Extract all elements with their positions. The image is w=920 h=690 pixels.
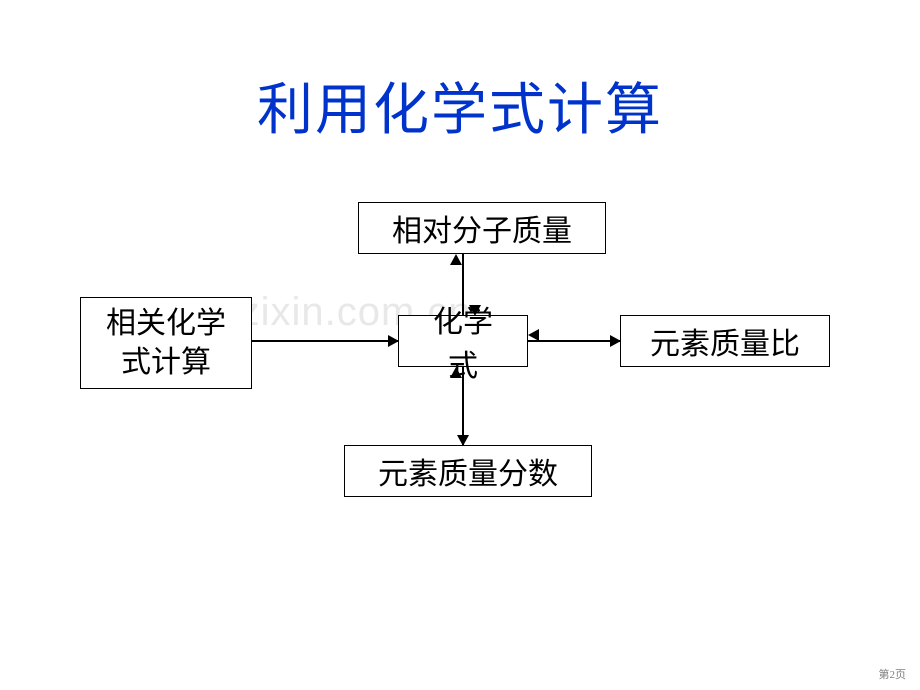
page-title: 利用化学式计算	[0, 65, 920, 146]
node-center: 化学式	[398, 315, 528, 367]
arrow-icon	[450, 254, 462, 265]
arrow-icon	[528, 329, 539, 341]
page-number: 第2页	[879, 666, 907, 682]
node-bottom: 元素质量分数	[344, 445, 592, 497]
node-right: 元素质量比	[620, 315, 830, 367]
node-left: 相关化学式计算	[80, 297, 252, 389]
edge-center-right	[528, 340, 620, 342]
edge-left-center	[252, 340, 398, 342]
node-top: 相对分子质量	[358, 202, 606, 254]
